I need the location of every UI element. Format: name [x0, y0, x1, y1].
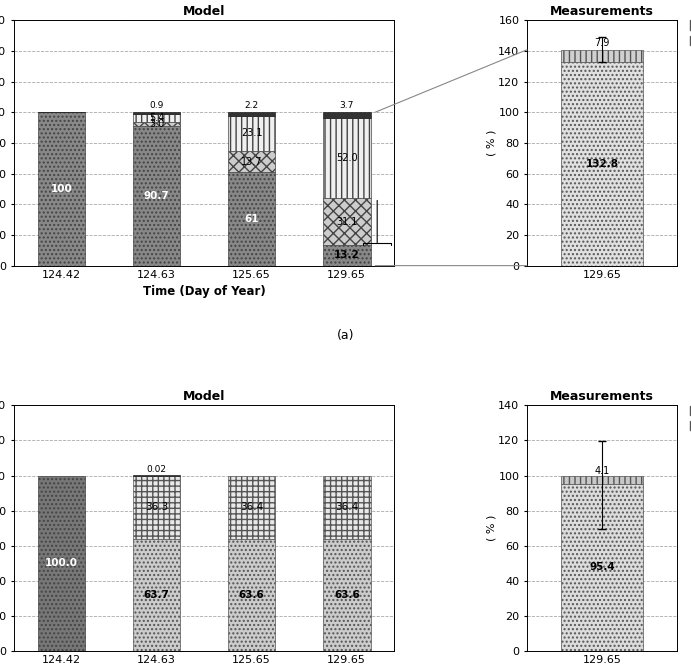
Text: 61: 61 [245, 214, 259, 224]
Bar [561, 50, 643, 62]
X-axis label: Time (Day of Year): Time (Day of Year) [143, 285, 265, 299]
Title: Measurements: Measurements [550, 5, 654, 17]
Title: Model: Model [183, 5, 225, 17]
Bar [228, 172, 276, 266]
Text: 0.9: 0.9 [149, 101, 164, 110]
Text: 132.8: 132.8 [585, 159, 618, 168]
Bar [561, 62, 643, 266]
Bar [561, 484, 643, 651]
Text: 5.4: 5.4 [149, 113, 164, 123]
Text: 100.0: 100.0 [45, 558, 78, 568]
Bar [228, 476, 276, 539]
Bar [323, 118, 370, 198]
Bar [133, 539, 180, 651]
Text: 63.7: 63.7 [144, 590, 169, 600]
Bar [228, 115, 276, 151]
Bar [133, 476, 180, 539]
Text: 36.4: 36.4 [240, 503, 263, 513]
Text: 31.1: 31.1 [336, 217, 357, 227]
Bar [323, 476, 370, 539]
Bar [133, 126, 180, 266]
Text: 90.7: 90.7 [144, 191, 169, 201]
Bar [133, 112, 180, 113]
Bar [133, 474, 180, 476]
Legend: V, R + P: V, R + P [690, 406, 691, 431]
Text: 13.7: 13.7 [241, 156, 263, 166]
Bar [323, 198, 370, 246]
Bar [133, 122, 180, 126]
Y-axis label: ( % ): ( % ) [487, 130, 497, 156]
Bar [323, 539, 370, 651]
Text: 2.2: 2.2 [245, 101, 258, 110]
Text: 95.4: 95.4 [589, 562, 615, 572]
Legend: V, R + P: V, R + P [690, 20, 691, 46]
Text: 52.0: 52.0 [336, 153, 357, 163]
Bar [228, 112, 276, 115]
Text: 23.1: 23.1 [241, 128, 263, 138]
Text: 7.9: 7.9 [594, 38, 609, 48]
Title: Model: Model [183, 390, 225, 403]
Bar [228, 539, 276, 651]
Y-axis label: ( % ): ( % ) [487, 515, 497, 541]
Text: 63.6: 63.6 [239, 590, 265, 600]
Bar [561, 476, 643, 484]
Bar [323, 112, 370, 118]
Bar [37, 112, 85, 266]
Text: (a): (a) [337, 329, 354, 342]
Bar [133, 113, 180, 122]
Text: 36.4: 36.4 [335, 503, 359, 513]
Text: 0.02: 0.02 [146, 465, 167, 474]
Bar [228, 151, 276, 172]
Text: 4.1: 4.1 [594, 466, 609, 476]
Text: 63.6: 63.6 [334, 590, 359, 600]
Bar [323, 246, 370, 266]
Text: 3.7: 3.7 [339, 101, 354, 110]
Text: 100: 100 [50, 184, 73, 194]
Title: Measurements: Measurements [550, 390, 654, 403]
Text: 36.3: 36.3 [145, 503, 168, 513]
Text: 3.0: 3.0 [149, 119, 164, 129]
Bar [37, 476, 85, 651]
Text: 13.2: 13.2 [334, 250, 359, 260]
